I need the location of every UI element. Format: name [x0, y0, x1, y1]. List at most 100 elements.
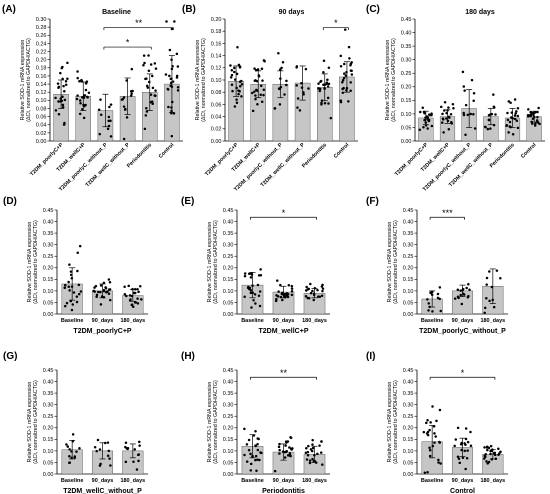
data-point [492, 305, 496, 309]
data-point [483, 311, 486, 315]
data-point [317, 82, 320, 85]
y-tick-label: 0.30 [223, 243, 234, 249]
data-point [431, 310, 434, 313]
data-point [443, 100, 447, 104]
data-point [427, 113, 431, 116]
data-point [102, 288, 106, 292]
data-point [237, 92, 240, 96]
data-point [494, 457, 498, 460]
data-point [69, 299, 73, 303]
y-tick-label: 0.00 [223, 312, 234, 318]
data-point [69, 273, 73, 277]
y-tick-label: 0.35 [403, 231, 414, 237]
data-point [145, 110, 149, 113]
data-point [449, 112, 453, 116]
data-point [121, 98, 125, 101]
data-point [464, 133, 467, 136]
data-point [308, 459, 312, 462]
data-point [66, 61, 69, 65]
y-tick-label: 0.20 [43, 426, 54, 432]
y-tick-label: 0.40 [223, 219, 234, 225]
data-point [327, 82, 331, 86]
data-point [229, 64, 232, 67]
data-point [322, 83, 325, 86]
data-point [428, 448, 432, 452]
panel-letter: (B) [182, 4, 196, 15]
data-point [483, 446, 486, 449]
data-point [137, 440, 141, 444]
y-axis-label-line: Relative SOD-1 mRNA expression [387, 222, 393, 303]
data-point [235, 72, 239, 76]
data-point [107, 292, 111, 296]
data-point [462, 113, 466, 117]
data-point [79, 290, 83, 293]
panel-letter: (A) [2, 4, 16, 15]
data-point [438, 286, 442, 289]
data-point [513, 98, 517, 101]
data-point [490, 458, 494, 461]
data-point [499, 277, 502, 280]
data-point [67, 280, 70, 284]
data-point [431, 444, 435, 448]
data-point [150, 74, 154, 78]
y-tick-label: 0.02 [211, 127, 222, 133]
data-point [99, 303, 103, 306]
category-label: Baseline [241, 478, 264, 484]
data-point [99, 98, 102, 101]
data-point [313, 453, 316, 457]
data-point [133, 287, 137, 291]
data-point [325, 82, 329, 86]
data-point [516, 126, 520, 130]
data-point [312, 293, 316, 297]
data-point [273, 107, 277, 110]
data-point [254, 430, 257, 433]
data-point [68, 448, 71, 451]
data-point [108, 457, 111, 460]
y-tick-label: 0.00 [403, 472, 414, 478]
y-axis-label-line: (ΔCt, normalized to GAPDH/ACTG) [393, 380, 399, 464]
data-point [438, 408, 442, 412]
data-point [131, 89, 134, 93]
data-point [235, 101, 239, 104]
data-point [122, 137, 126, 141]
data-point [170, 67, 174, 71]
data-point [63, 286, 67, 289]
y-tick-label: 0.24 [36, 41, 47, 47]
y-tick-label: 0.16 [211, 41, 222, 47]
data-point [65, 301, 69, 305]
y-tick-label: 0.00 [211, 139, 222, 145]
data-point [441, 112, 444, 116]
data-point [247, 448, 251, 452]
data-point [258, 290, 262, 293]
panel-i: (I) 0.00 0.05 0.10 0.15 0.20 0.25 0.30 0.35 0.40 0… [366, 351, 508, 494]
data-point [311, 457, 314, 461]
data-point [84, 88, 88, 92]
data-point [127, 284, 130, 288]
data-point [107, 115, 111, 119]
data-point [281, 61, 285, 64]
category-label: Control [333, 142, 351, 160]
data-point [536, 120, 539, 124]
data-point [143, 61, 146, 65]
data-point [342, 62, 346, 66]
data-point [426, 127, 429, 130]
data-point [304, 451, 308, 454]
data-point [68, 455, 71, 458]
data-point [107, 278, 111, 281]
data-point [122, 105, 126, 108]
data-point [243, 295, 246, 298]
data-point [130, 303, 134, 307]
data-point [494, 113, 497, 116]
data-point [428, 446, 431, 450]
data-point [249, 276, 253, 279]
data-point [441, 118, 445, 121]
data-point [70, 308, 74, 312]
data-point [68, 289, 71, 292]
y-tick-label: 0.20 [211, 17, 222, 23]
data-point [321, 289, 324, 293]
data-point [274, 299, 278, 303]
data-point [138, 444, 141, 447]
data-point [485, 276, 489, 280]
data-point [484, 452, 488, 456]
data-point [123, 293, 127, 296]
